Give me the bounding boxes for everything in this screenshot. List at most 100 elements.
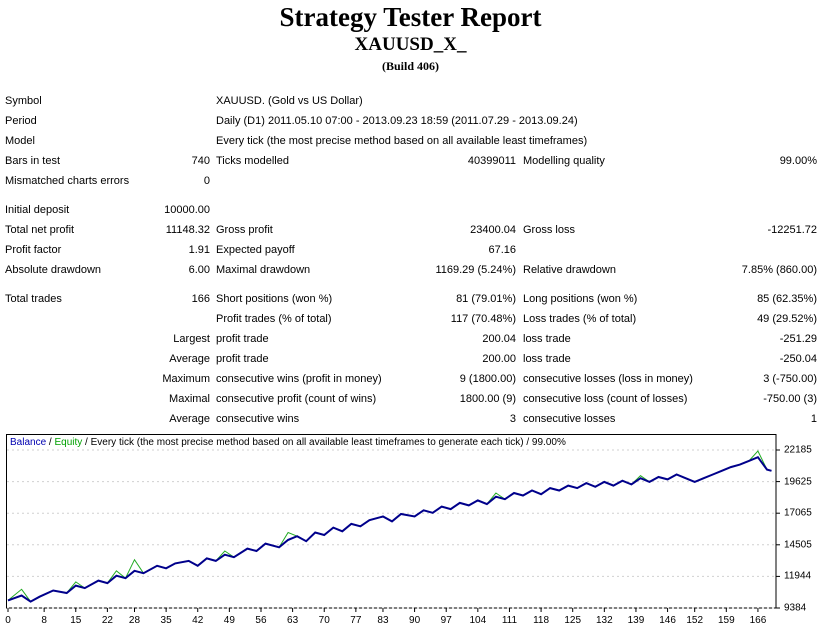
legend-separator: / [46, 437, 55, 448]
largest-profit-label: profit trade [216, 333, 269, 345]
y-tick-label: 11944 [784, 570, 812, 582]
ticks-label: Ticks modelled [216, 155, 289, 167]
gross-profit-value: 23400.04 [470, 224, 516, 236]
profit-factor-label: Profit factor [5, 244, 62, 256]
maximal-profit-value: 1800.00 (9) [459, 393, 516, 405]
mismatch-value: 0 [203, 175, 210, 187]
expected-payoff-value: 67.16 [488, 244, 516, 256]
loss-trades-label: Loss trades (% of total) [523, 313, 637, 325]
average-loss-value: -250.04 [779, 353, 817, 365]
gross-profit-label: Gross profit [216, 224, 273, 236]
long-positions-label: Long positions (won %) [523, 293, 638, 305]
avg-consec-losses-value: 1 [810, 413, 817, 425]
x-tick-label: 90 [409, 615, 421, 626]
x-tick-label: 118 [533, 615, 550, 626]
avg-consec-wins-label: consecutive wins [216, 413, 300, 425]
model-value: Every tick (the most precise method base… [216, 135, 588, 147]
report-table: Symbol XAUUSD. (Gold vs US Dollar) Perio… [0, 91, 821, 429]
net-profit-value: 11148.32 [165, 224, 210, 236]
x-tick-label: 97 [440, 615, 452, 626]
mismatch-label: Mismatched charts errors [5, 175, 130, 187]
maximal-loss-label: consecutive loss (count of losses) [523, 393, 688, 405]
quality-label: Modelling quality [523, 155, 605, 167]
maximum-label: Maximum [162, 373, 210, 385]
rel-drawdown-label: Relative drawdown [523, 264, 616, 276]
short-positions-value: 81 (79.01%) [456, 293, 516, 305]
ticks-value: 40399011 [467, 155, 516, 167]
legend-description: / Every tick (the most precise method ba… [82, 437, 566, 448]
x-tick-label: 63 [287, 615, 299, 626]
x-tick-label: 22 [101, 615, 113, 626]
x-tick-label: 152 [686, 615, 704, 626]
initial-deposit-label: Initial deposit [5, 204, 70, 216]
max-consec-losses-label: consecutive losses (loss in money) [523, 373, 693, 385]
total-trades-label: Total trades [5, 293, 62, 305]
abs-drawdown-label: Absolute drawdown [5, 264, 102, 276]
report-build: (Build 406) [381, 59, 439, 73]
x-tick-label: 42 [192, 615, 204, 626]
total-trades-value: 166 [191, 293, 210, 305]
x-tick-label: 146 [659, 615, 676, 626]
chart-legend: Balance / Equity / Every tick (the most … [10, 437, 566, 448]
max-drawdown-value: 1169.29 (5.24%) [435, 264, 516, 276]
row-average-consecutive: Average consecutive wins 3 consecutive l… [0, 409, 821, 429]
max-consec-wins-value: 9 (1800.00) [459, 373, 516, 385]
maximal-label: Maximal [169, 393, 210, 405]
gross-loss-value: -12251.72 [767, 224, 817, 236]
x-tick-label: 56 [255, 615, 267, 626]
bars-value: 740 [191, 155, 210, 167]
period-label: Period [5, 115, 37, 127]
row-mismatch: Mismatched charts errors 0 [0, 171, 821, 191]
gross-loss-label: Gross loss [523, 224, 575, 236]
balance-equity-chart: Balance / Equity / Every tick (the most … [5, 434, 812, 628]
average-label: Average [169, 353, 210, 365]
row-largest: Largest profit trade 200.04 loss trade -… [0, 329, 821, 349]
row-total-trades: Total trades 166 Short positions (won %)… [0, 289, 821, 309]
symbol-value: XAUUSD. (Gold vs US Dollar) [216, 95, 363, 107]
largest-profit-value: 200.04 [482, 333, 516, 345]
x-tick-label: 125 [564, 615, 582, 626]
abs-drawdown-value: 6.00 [188, 264, 210, 276]
x-tick-label: 77 [350, 615, 362, 626]
avg-consec-label: Average [169, 413, 210, 425]
max-consec-losses-value: 3 (-750.00) [763, 373, 817, 385]
loss-trades-value: 49 (29.52%) [757, 313, 817, 325]
max-drawdown-label: Maximal drawdown [216, 264, 311, 276]
y-tick-label: 22185 [784, 444, 812, 456]
x-tick-label: 8 [41, 615, 47, 626]
profit-trades-label: Profit trades (% of total) [216, 313, 332, 325]
row-net-profit: Total net profit 11148.32 Gross profit 2… [0, 220, 821, 240]
symbol-label: Symbol [5, 95, 42, 107]
long-positions-value: 85 (62.35%) [757, 293, 817, 305]
average-profit-label: profit trade [216, 353, 269, 365]
x-tick-label: 159 [717, 615, 735, 626]
row-period: Period Daily (D1) 2011.05.10 07:00 - 201… [0, 111, 821, 131]
chart-canvas [6, 434, 780, 612]
y-tick-label: 17065 [784, 507, 812, 519]
avg-consec-wins-value: 3 [509, 413, 516, 425]
x-tick-label: 111 [501, 615, 518, 626]
initial-deposit-value: 10000.00 [164, 204, 210, 216]
max-consec-wins-label: consecutive wins (profit in money) [216, 373, 382, 385]
row-average: Average profit trade 200.00 loss trade -… [0, 349, 821, 369]
net-profit-label: Total net profit [5, 224, 75, 236]
largest-loss-value: -251.29 [779, 333, 817, 345]
x-tick-label: 166 [749, 615, 767, 626]
maximal-loss-value: -750.00 (3) [763, 393, 817, 405]
x-tick-label: 104 [469, 615, 487, 626]
row-spacer [0, 191, 821, 200]
row-symbol: Symbol XAUUSD. (Gold vs US Dollar) [0, 91, 821, 111]
avg-consec-losses-label: consecutive losses [523, 413, 616, 425]
row-profit-factor: Profit factor 1.91 Expected payoff 67.16 [0, 240, 821, 260]
x-tick-label: 83 [377, 615, 389, 626]
y-tick-label: 19625 [784, 476, 812, 488]
rel-drawdown-value: 7.85% (860.00) [741, 264, 817, 276]
row-model: Model Every tick (the most precise metho… [0, 131, 821, 151]
expected-payoff-label: Expected payoff [216, 244, 295, 256]
average-profit-value: 200.00 [482, 353, 516, 365]
x-tick-label: 0 [5, 615, 11, 626]
average-loss-label: loss trade [523, 353, 571, 365]
row-maximum: Maximum consecutive wins (profit in mone… [0, 369, 821, 389]
x-tick-label: 139 [627, 615, 645, 626]
profit-trades-value: 117 (70.48%) [450, 313, 516, 325]
